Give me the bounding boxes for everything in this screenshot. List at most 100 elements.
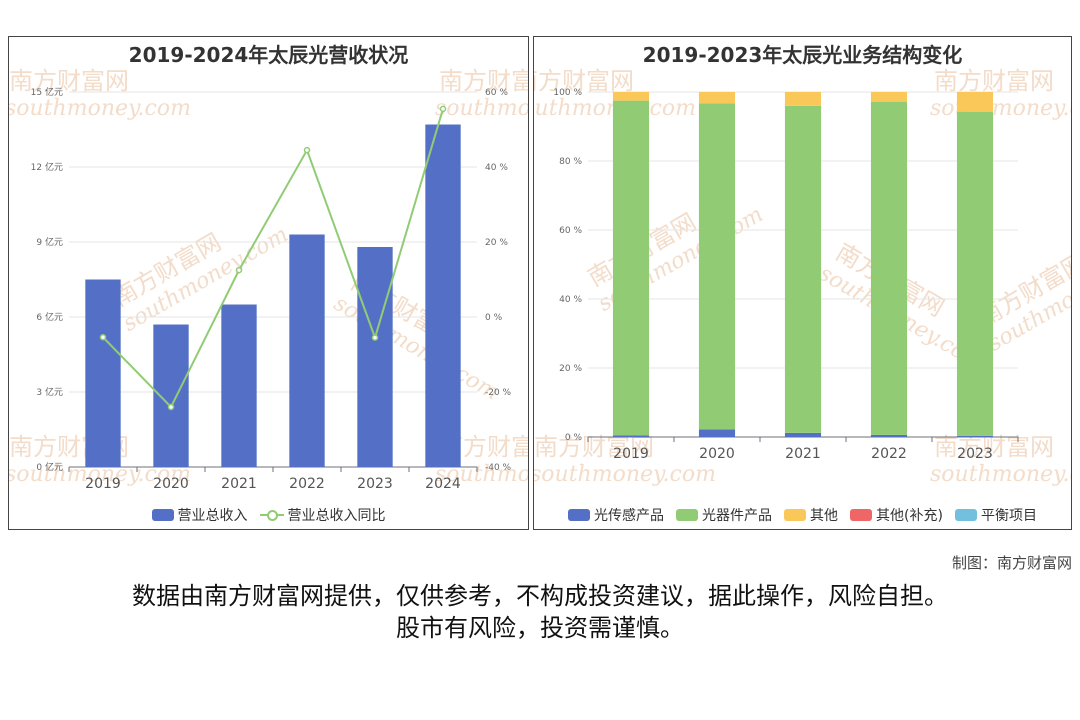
watermark-text: 南方财富网 [934, 67, 1054, 95]
stacked-bar-segment [956, 435, 994, 437]
business-structure-legend: 光传感产品 光器件产品 其他 其他(补充) 平衡项目 [534, 505, 1071, 525]
stacked-bar-segment [698, 429, 736, 437]
stacked-bar-segment [612, 92, 650, 101]
yoy-point [99, 334, 107, 341]
legend-swatch [151, 509, 174, 521]
y-tick-label-right: -40 % [485, 463, 512, 473]
revenue-chart-legend: 营业总收入 营业总收入同比 [9, 505, 528, 525]
x-tick-label: 2020 [153, 476, 189, 492]
watermark-text: 南方财富网 [9, 67, 129, 95]
legend-item[interactable]: 平衡项目 [954, 505, 1037, 525]
legend-label: 光传感产品 [594, 508, 665, 524]
revenue-chart-title: 2019-2024年太辰光营收状况 [128, 43, 409, 67]
disclaimer-line-2: 股市有风险，投资需谨慎。 [396, 614, 684, 642]
revenue-bar [425, 124, 461, 467]
legend-item[interactable]: 营业总收入 [151, 505, 248, 525]
y-tick-label: 80 % [559, 157, 582, 167]
y-tick-label-right: 60 % [485, 88, 508, 98]
watermark-text: southmoney.com [930, 462, 1072, 487]
legend-item[interactable]: 其他 [784, 505, 838, 525]
legend-label: 平衡项目 [980, 508, 1037, 524]
revenue-chart-svg: 南方财富网southmoney.com南方财富网southmoney.com南方… [9, 67, 529, 492]
y-tick-label-left: 0 亿元 [36, 461, 63, 473]
stacked-bar-segment [870, 434, 908, 437]
y-tick-label: 100 % [553, 88, 582, 98]
y-tick-label: 20 % [559, 364, 582, 374]
business-structure-panel: 南方财富网southmoney.com南方财富网southmoney.com南方… [533, 36, 1072, 530]
yoy-line [102, 108, 444, 409]
x-tick-label: 2021 [785, 446, 821, 462]
watermark-text: southmoney.com [534, 462, 716, 487]
business-structure-title: 2019-2023年太辰光业务结构变化 [642, 43, 963, 67]
x-tick-label: 2020 [699, 446, 735, 462]
legend-swatch [850, 509, 873, 521]
x-tick-label: 2024 [425, 476, 461, 492]
y-tick-label-right: 20 % [485, 238, 508, 248]
stacked-bar-segment [784, 92, 822, 106]
watermark-text: 南方财富网 [534, 433, 654, 461]
y-tick-label-right: -20 % [485, 388, 512, 398]
stacked-bar-segment [698, 103, 736, 430]
legend-label: 其他 [810, 508, 839, 524]
y-tick-label: 60 % [559, 226, 582, 236]
y-tick-label-left: 15 亿元 [31, 86, 63, 98]
watermark-text: 南方财富网 [934, 433, 1054, 461]
watermark-text: southmoney.com [9, 96, 191, 121]
watermark-text: 南方财富网 [534, 67, 634, 95]
legend-swatch [954, 509, 977, 521]
legend-swatch [784, 509, 807, 521]
stacked-bar-segment [784, 432, 822, 437]
legend-swatch [676, 509, 699, 521]
watermark-text: 南方财富网 [439, 67, 529, 95]
watermark-text: southmoney.com [930, 96, 1072, 121]
x-tick-label: 2019 [613, 446, 649, 462]
stacked-bar-segment [612, 100, 650, 436]
legend-label: 光器件产品 [702, 508, 773, 524]
legend-item[interactable]: 光传感产品 [568, 505, 664, 525]
stacked-bar-segment [612, 435, 650, 437]
y-tick-label: 40 % [559, 295, 582, 305]
revenue-bar [153, 324, 189, 467]
watermark-text: southmoney.com [435, 96, 529, 121]
yoy-point [167, 403, 175, 411]
yoy-point [371, 334, 379, 341]
stacked-bar-segment [698, 92, 736, 104]
legend-swatch [568, 509, 591, 521]
legend-item[interactable]: 光器件产品 [676, 505, 772, 525]
chart-credit: 制图：南方财富网 [951, 554, 1072, 572]
stacked-bar-segment [870, 101, 908, 435]
x-tick-label: 2021 [221, 476, 257, 492]
yoy-point [303, 146, 311, 154]
legend-item[interactable]: 其他(补充) [850, 505, 943, 525]
y-tick-label-left: 12 亿元 [31, 161, 63, 173]
x-tick-label: 2023 [957, 446, 993, 462]
x-tick-label: 2019 [85, 476, 121, 492]
y-tick-label-left: 9 亿元 [36, 236, 63, 248]
legend-label: 其他(补充) [876, 508, 943, 524]
legend-item[interactable]: 营业总收入同比 [259, 505, 386, 525]
y-tick-label-left: 3 亿元 [36, 386, 63, 398]
business-structure-svg: 南方财富网southmoney.com南方财富网southmoney.com南方… [534, 67, 1072, 487]
disclaimer: 数据由南方财富网提供，仅供参考，不构成投资建议，据此操作，风险自担。 股市有风险… [0, 580, 1080, 644]
x-tick-label: 2022 [871, 446, 907, 462]
revenue-bar [221, 304, 257, 467]
y-tick-label-right: 40 % [485, 163, 508, 173]
stacked-bar-segment [956, 92, 994, 112]
revenue-bar [357, 247, 393, 467]
legend-label: 营业总收入同比 [287, 508, 386, 524]
yoy-point [439, 105, 447, 113]
legend-swatch [259, 509, 284, 521]
disclaimer-line-1: 数据由南方财富网提供，仅供参考，不构成投资建议，据此操作，风险自担。 [132, 582, 948, 610]
y-tick-label: 0 % [565, 433, 583, 443]
y-tick-label-left: 6 亿元 [36, 311, 63, 323]
y-tick-label-right: 0 % [485, 313, 503, 323]
revenue-chart-panel: 南方财富网southmoney.com南方财富网southmoney.com南方… [8, 36, 529, 530]
stacked-bar-segment [870, 92, 908, 102]
